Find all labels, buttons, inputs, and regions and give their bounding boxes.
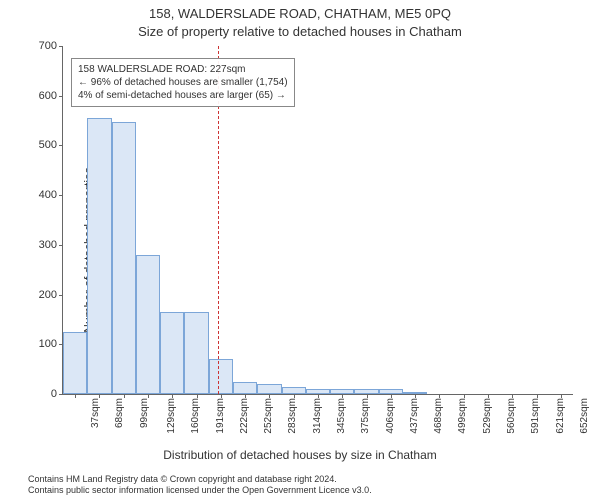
x-tick-mark: [294, 394, 295, 398]
histogram-bar: [282, 387, 306, 394]
page-title-address: 158, WALDERSLADE ROAD, CHATHAM, ME5 0PQ: [0, 6, 600, 21]
y-tick-label: 300: [39, 239, 57, 251]
x-tick-mark: [512, 394, 513, 398]
x-tick-mark: [464, 394, 465, 398]
annotation-line2: ← 96% of detached houses are smaller (1,…: [78, 76, 288, 89]
y-tick-label: 400: [39, 189, 57, 201]
x-tick-label: 191sqm: [214, 398, 225, 434]
y-tick-mark: [59, 245, 63, 246]
x-tick-label: 68sqm: [114, 398, 125, 428]
x-tick-mark: [367, 394, 368, 398]
x-tick-mark: [342, 394, 343, 398]
y-tick-mark: [59, 46, 63, 47]
x-tick-label: 468sqm: [433, 398, 444, 434]
y-tick-mark: [59, 295, 63, 296]
y-tick-mark: [59, 344, 63, 345]
histogram-plot: 158 WALDERSLADE ROAD: 227sqm ← 96% of de…: [62, 46, 573, 395]
histogram-bar: [184, 312, 208, 394]
x-tick-label: 621sqm: [554, 398, 565, 434]
histogram-bar: [209, 359, 233, 394]
y-tick-label: 700: [39, 40, 57, 52]
x-tick-label: 252sqm: [263, 398, 274, 434]
y-tick-mark: [59, 96, 63, 97]
x-tick-label: 437sqm: [409, 398, 420, 434]
x-tick-label: 283sqm: [287, 398, 298, 434]
histogram-bar: [63, 332, 87, 394]
x-tick-mark: [537, 394, 538, 398]
annotation-line1: 158 WALDERSLADE ROAD: 227sqm: [78, 63, 288, 76]
annotation-box: 158 WALDERSLADE ROAD: 227sqm ← 96% of de…: [71, 58, 295, 107]
histogram-bar: [87, 118, 111, 394]
footer-line2: Contains public sector information licen…: [28, 485, 372, 496]
histogram-bar: [160, 312, 184, 394]
x-tick-mark: [415, 394, 416, 398]
x-tick-label: 222sqm: [239, 398, 250, 434]
y-tick-label: 100: [39, 338, 57, 350]
y-tick-label: 600: [39, 90, 57, 102]
page-title-subtitle: Size of property relative to detached ho…: [0, 24, 600, 39]
x-tick-mark: [75, 394, 76, 398]
x-tick-mark: [221, 394, 222, 398]
x-tick-label: 99sqm: [139, 398, 150, 428]
footer-attribution: Contains HM Land Registry data © Crown c…: [28, 474, 372, 497]
x-tick-label: 560sqm: [506, 398, 517, 434]
y-tick-mark: [59, 394, 63, 395]
x-tick-mark: [561, 394, 562, 398]
x-tick-label: 345sqm: [336, 398, 347, 434]
y-tick-mark: [59, 145, 63, 146]
x-tick-mark: [124, 394, 125, 398]
y-tick-label: 500: [39, 139, 57, 151]
footer-line1: Contains HM Land Registry data © Crown c…: [28, 474, 372, 485]
x-tick-label: 499sqm: [457, 398, 468, 434]
x-tick-mark: [99, 394, 100, 398]
x-tick-mark: [439, 394, 440, 398]
histogram-bar: [233, 382, 257, 394]
x-tick-label: 406sqm: [384, 398, 395, 434]
histogram-bar: [136, 255, 160, 394]
x-tick-mark: [488, 394, 489, 398]
y-tick-mark: [59, 195, 63, 196]
annotation-line3: 4% of semi-detached houses are larger (6…: [78, 89, 288, 102]
y-tick-label: 0: [51, 388, 57, 400]
x-tick-label: 129sqm: [166, 398, 177, 434]
x-tick-label: 375sqm: [360, 398, 371, 434]
x-tick-mark: [197, 394, 198, 398]
histogram-bar: [112, 122, 136, 394]
x-tick-label: 314sqm: [311, 398, 322, 434]
x-tick-mark: [148, 394, 149, 398]
x-tick-mark: [318, 394, 319, 398]
x-tick-mark: [172, 394, 173, 398]
y-tick-label: 200: [39, 289, 57, 301]
x-tick-label: 160sqm: [190, 398, 201, 434]
histogram-bar: [257, 384, 281, 394]
x-tick-mark: [269, 394, 270, 398]
x-tick-mark: [391, 394, 392, 398]
x-axis-label: Distribution of detached houses by size …: [0, 448, 600, 462]
x-tick-mark: [245, 394, 246, 398]
x-tick-label: 591sqm: [530, 398, 541, 434]
x-tick-label: 37sqm: [90, 398, 101, 428]
x-tick-label: 652sqm: [579, 398, 590, 434]
x-tick-label: 529sqm: [481, 398, 492, 434]
